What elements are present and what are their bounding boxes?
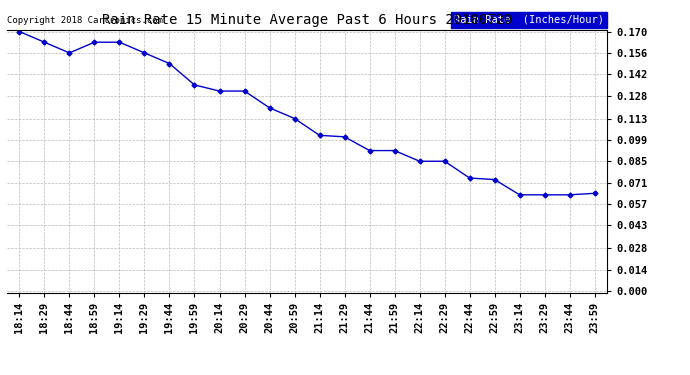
Title: Rain Rate 15 Minute Average Past 6 Hours 20180720: Rain Rate 15 Minute Average Past 6 Hours… [102, 13, 512, 27]
Text: Copyright 2018 Cartronics.com: Copyright 2018 Cartronics.com [7, 16, 163, 25]
Text: Rain Rate  (Inches/Hour): Rain Rate (Inches/Hour) [454, 15, 604, 25]
